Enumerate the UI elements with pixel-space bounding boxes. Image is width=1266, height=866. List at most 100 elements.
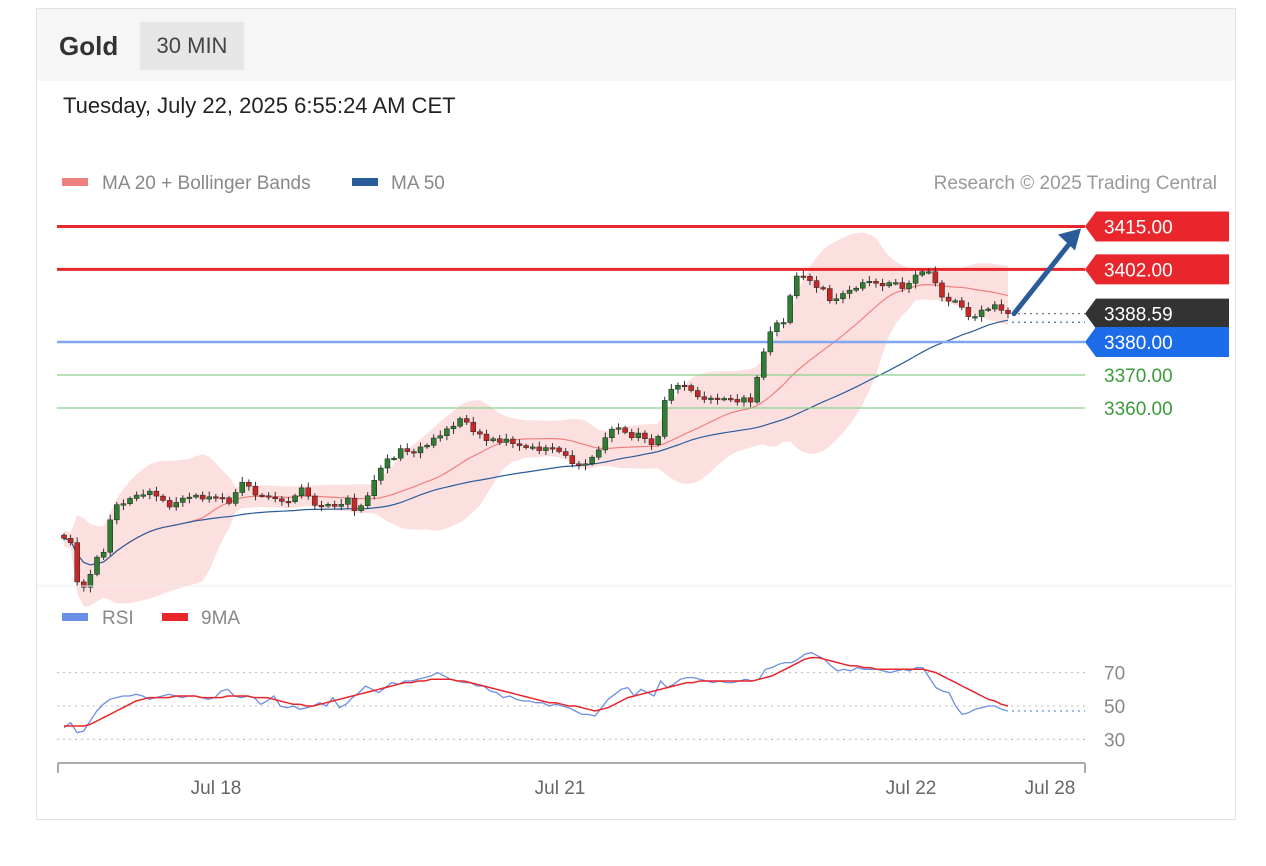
candle-body: [919, 271, 925, 276]
candle-body: [774, 322, 780, 333]
candle-body: [562, 451, 569, 456]
candle-body: [252, 485, 259, 496]
candle-body: [602, 437, 609, 451]
candle-body: [147, 490, 153, 496]
candle-body: [648, 438, 655, 445]
support-label-1: 3370.00: [1104, 366, 1173, 387]
candle-body: [998, 304, 1005, 311]
candle-body: [411, 451, 417, 454]
candle-body: [549, 447, 556, 450]
candle-body: [945, 296, 952, 302]
candle-body: [424, 445, 430, 448]
resistance-label-2: 3402.00: [1104, 260, 1173, 281]
timestamp: Tuesday, July 22, 2025 6:55:24 AM CET: [63, 93, 456, 118]
pivot-label: 3380.00: [1104, 333, 1173, 354]
candle-body: [107, 519, 113, 553]
candle-body: [556, 447, 562, 452]
rsi-tick-label: 50: [1104, 697, 1125, 718]
candle-body: [576, 463, 582, 466]
candle-body: [800, 275, 807, 278]
ma20-line: [63, 283, 1009, 566]
candle-body: [675, 384, 681, 390]
candle-body: [100, 551, 107, 558]
candle-body: [298, 487, 305, 497]
chart-header: Gold 30 MIN: [37, 9, 1235, 81]
chart-card: Gold 30 MIN Tuesday, July 22, 2025 6:55:…: [36, 8, 1236, 820]
candle-body: [939, 282, 945, 298]
candle-body: [992, 304, 998, 310]
candle-body: [886, 282, 892, 287]
candle-body: [463, 418, 470, 423]
candle-body: [246, 482, 252, 487]
candle-body: [397, 448, 404, 459]
candle-body: [232, 492, 239, 504]
candle-body: [114, 504, 120, 521]
candle-body: [615, 427, 622, 430]
support-label-2: 3360.00: [1104, 399, 1173, 420]
candle-body: [457, 418, 463, 427]
candle-body: [516, 443, 523, 446]
candle-body: [866, 281, 873, 284]
candle-body: [879, 283, 886, 287]
candle-body: [338, 504, 345, 507]
candle-body: [589, 456, 595, 465]
candle-body: [807, 276, 813, 281]
candle-body: [741, 397, 747, 403]
candle-body: [661, 400, 668, 437]
candle-body: [384, 458, 391, 469]
candle-body: [760, 351, 767, 378]
candle-body: [747, 397, 754, 403]
candle-body: [160, 495, 166, 501]
candle-body: [272, 496, 278, 500]
candle-body: [523, 445, 529, 448]
candle-body: [312, 495, 318, 506]
candle-body: [503, 438, 510, 443]
candle-body: [899, 282, 906, 289]
rsi-ma-legend-swatch: [162, 613, 188, 621]
candle-body: [430, 437, 437, 446]
rsi-legend-label: RSI: [102, 608, 134, 629]
candle-body: [213, 496, 219, 499]
candle-body: [351, 497, 358, 511]
last-price-label: 3388.59: [1104, 305, 1173, 326]
rsi-tick-label: 70: [1104, 664, 1125, 685]
candle-body: [470, 421, 477, 433]
timeframe-button[interactable]: 30 MIN: [140, 22, 244, 70]
candle-body: [853, 287, 859, 291]
candle-body: [87, 574, 94, 588]
candle-body: [694, 390, 701, 398]
candle-body: [325, 504, 331, 507]
ma20-legend-label: MA 20 + Bollinger Bands: [102, 173, 311, 194]
candle-body: [477, 431, 483, 435]
rsi-legend-swatch: [62, 613, 88, 621]
candle-body: [94, 556, 100, 575]
candle-body: [833, 298, 840, 301]
candle-body: [120, 503, 127, 506]
candle-body: [681, 384, 688, 387]
candle-body: [972, 316, 978, 319]
candle-body: [787, 295, 793, 323]
candle-body: [873, 281, 879, 284]
ma50-legend-swatch: [352, 178, 378, 186]
candle-body: [734, 399, 741, 403]
candle-body: [127, 498, 133, 504]
candle-body: [219, 497, 226, 500]
candle-body: [767, 331, 774, 353]
candle-body: [153, 490, 160, 497]
candle-body: [794, 275, 800, 297]
candle-body: [206, 496, 212, 500]
candle-body: [318, 505, 325, 508]
candle-body: [701, 396, 708, 400]
candle-body: [358, 505, 364, 511]
candle-body: [490, 438, 496, 441]
candle-body: [582, 463, 589, 466]
candle-body: [635, 432, 642, 438]
candle-body: [569, 455, 576, 465]
candle-body: [61, 534, 67, 539]
candle-body: [926, 271, 932, 274]
candle-body: [609, 428, 615, 438]
candle-body: [595, 449, 602, 458]
research-credit: Research © 2025 Trading Central: [934, 173, 1217, 194]
candle-body: [708, 397, 714, 400]
candle-body: [417, 446, 424, 454]
